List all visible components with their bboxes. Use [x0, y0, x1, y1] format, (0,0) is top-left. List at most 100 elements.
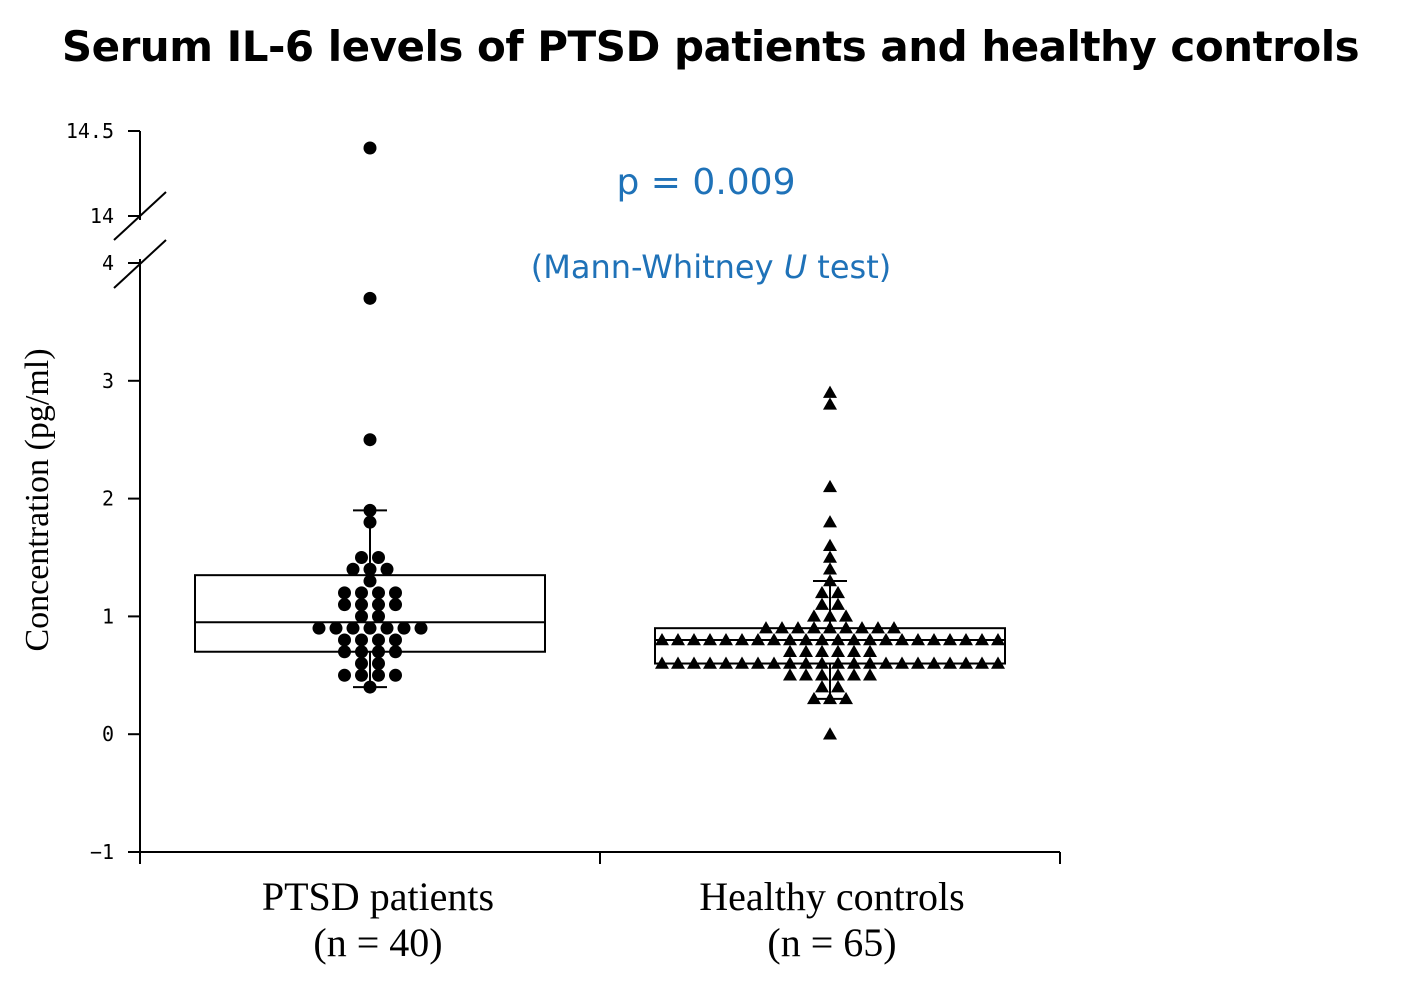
point-control-78: [847, 668, 861, 681]
point-control-3: [823, 515, 837, 528]
point-ptsd-10: [363, 574, 377, 588]
point-control-23: [887, 621, 901, 634]
point-control-25: [671, 632, 685, 646]
point-ptsd-18: [389, 598, 402, 612]
y-tick-label-7: 14.5: [66, 119, 114, 143]
point-ptsd-41: [389, 668, 402, 682]
point-ptsd-2: [363, 433, 377, 447]
point-control-45: [991, 632, 1005, 646]
point-ptsd-33: [355, 645, 368, 659]
point-control-31: [767, 632, 781, 646]
point-control-69: [927, 656, 941, 669]
point-control-70: [943, 656, 957, 669]
point-ptsd-29: [355, 633, 368, 647]
point-control-80: [815, 680, 829, 693]
point-control-58: [751, 656, 765, 669]
point-ptsd-42: [363, 680, 377, 694]
point-control-37: [863, 632, 877, 646]
point-control-35: [831, 632, 845, 646]
point-control-63: [831, 656, 845, 669]
category-label-ptsd: PTSD patients (n = 40): [178, 874, 578, 966]
point-control-67: [895, 656, 909, 669]
point-control-24: [655, 632, 669, 646]
point-ptsd-8: [363, 562, 377, 576]
point-control-7: [823, 574, 837, 587]
y-tick-label-0: −1: [90, 840, 114, 864]
point-control-54: [687, 656, 701, 669]
point-ptsd-12: [355, 586, 368, 600]
point-ptsd-1: [363, 291, 377, 305]
point-ptsd-36: [355, 657, 368, 671]
point-ptsd-14: [389, 586, 402, 600]
point-control-42: [943, 632, 957, 646]
point-control-48: [815, 644, 829, 657]
point-control-9: [831, 585, 845, 599]
point-control-4: [823, 538, 837, 551]
point-control-27: [703, 632, 717, 646]
point-ptsd-25: [380, 621, 394, 635]
point-ptsd-11: [338, 586, 351, 600]
point-control-46: [783, 644, 797, 657]
box-1: [654, 627, 1006, 665]
point-control-66: [879, 656, 893, 669]
point-control-29: [735, 632, 749, 646]
point-control-60: [783, 656, 797, 669]
point-control-38: [879, 632, 893, 646]
test-prefix: (Mann-Whitney: [530, 248, 784, 286]
point-ptsd-30: [372, 633, 385, 647]
point-control-33: [799, 632, 813, 646]
point-ptsd-20: [372, 609, 385, 623]
point-control-77: [831, 668, 845, 681]
point-control-47: [799, 644, 813, 657]
point-control-68: [911, 656, 925, 669]
point-control-22: [871, 621, 885, 634]
y-tick-label-6: 14: [90, 204, 114, 228]
point-ptsd-22: [329, 621, 343, 635]
point-control-41: [927, 632, 941, 646]
point-ptsd-15: [338, 598, 351, 612]
point-control-61: [799, 656, 813, 669]
point-control-8: [815, 585, 829, 599]
test-suffix: test): [807, 248, 892, 286]
point-control-1: [823, 397, 837, 410]
point-control-56: [719, 656, 733, 669]
point-control-74: [783, 668, 797, 681]
y-tick-label-1: 0: [102, 722, 114, 746]
point-control-10: [815, 597, 829, 610]
p-value-annotation: p = 0.009: [616, 162, 796, 203]
point-control-2: [823, 479, 837, 493]
point-ptsd-37: [372, 657, 385, 671]
point-control-51: [863, 644, 877, 657]
point-ptsd-35: [389, 645, 402, 659]
point-control-81: [831, 680, 845, 693]
category-name-ptsd: PTSD patients: [261, 874, 495, 919]
point-control-39: [895, 632, 909, 646]
point-control-13: [823, 609, 837, 622]
point-control-28: [719, 632, 733, 646]
point-control-82: [807, 691, 821, 705]
point-ptsd-40: [372, 668, 385, 682]
point-control-16: [775, 621, 789, 634]
point-control-85: [823, 727, 837, 740]
point-control-62: [815, 656, 829, 669]
point-ptsd-26: [397, 621, 411, 635]
point-ptsd-21: [312, 621, 326, 635]
point-control-50: [847, 644, 861, 657]
y-tick-label-5: 4: [102, 251, 114, 275]
point-control-71: [959, 656, 973, 669]
point-control-17: [791, 621, 805, 634]
point-ptsd-24: [363, 621, 377, 635]
point-control-12: [807, 609, 821, 622]
point-control-72: [975, 656, 989, 669]
point-control-19: [823, 621, 837, 634]
point-control-30: [751, 632, 765, 646]
point-control-6: [823, 562, 837, 575]
test-italic: U: [783, 248, 808, 286]
point-ptsd-28: [338, 633, 351, 647]
category-name-controls: Healthy controls: [699, 874, 965, 919]
point-control-52: [655, 656, 669, 669]
y-tick-label-3: 2: [102, 487, 114, 511]
point-control-5: [823, 550, 837, 563]
point-ptsd-23: [346, 621, 360, 635]
point-ptsd-19: [355, 609, 368, 623]
